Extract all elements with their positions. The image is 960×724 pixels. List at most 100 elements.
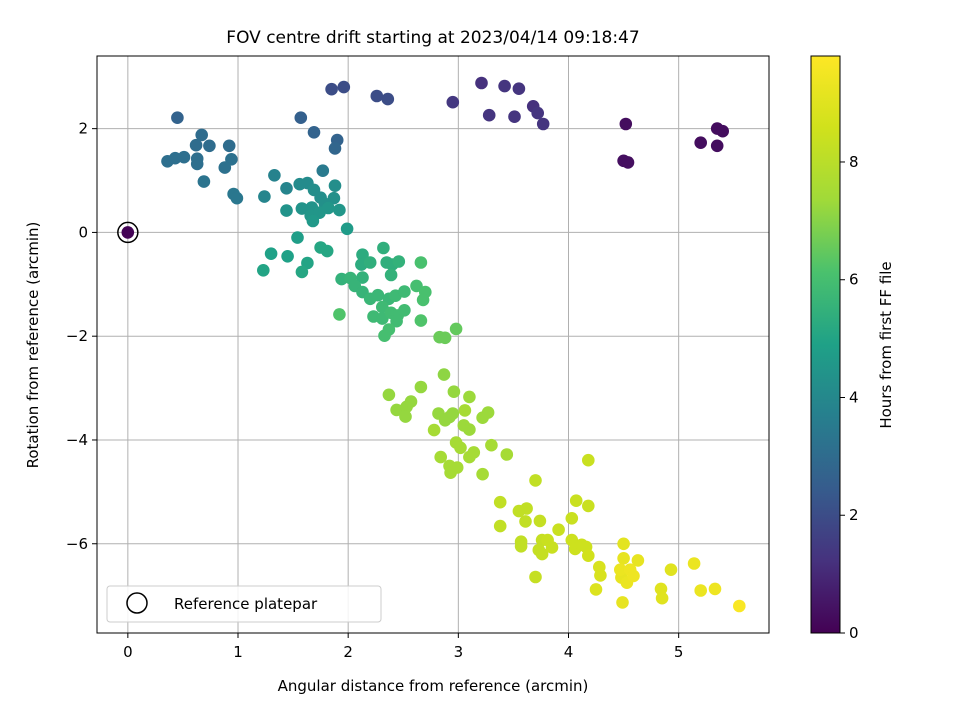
data-point [482, 108, 496, 122]
colorbar: 0 2 4 6 8 Hours from first FF file [810, 55, 895, 642]
data-point [449, 322, 463, 336]
x-tick-label: 2 [343, 643, 353, 661]
data-point [197, 175, 211, 188]
data-point [434, 450, 448, 464]
colorbar-tick-label: 0 [849, 624, 859, 642]
data-point [458, 404, 472, 417]
x-tick-label: 1 [233, 643, 243, 661]
data-point [467, 446, 481, 459]
y-tick-label: −2 [66, 327, 88, 345]
data-point [190, 157, 204, 171]
data-points [121, 76, 746, 613]
data-point [617, 552, 630, 565]
data-point [264, 247, 278, 260]
data-point [363, 256, 377, 269]
data-point [325, 82, 338, 96]
reference-marker [117, 221, 139, 244]
data-point [519, 515, 532, 528]
data-point [333, 203, 346, 217]
data-point [582, 453, 595, 467]
y-tick-label: −6 [66, 535, 88, 553]
data-point [337, 80, 351, 94]
data-point [476, 467, 489, 481]
data-point [322, 201, 335, 215]
data-point [616, 596, 629, 609]
data-point [582, 549, 595, 562]
data-point [710, 139, 724, 153]
data-point [340, 222, 354, 236]
data-point [230, 191, 244, 205]
data-point [533, 514, 547, 528]
data-point [416, 293, 430, 307]
data-point [529, 474, 542, 487]
data-point [257, 264, 270, 277]
data-point [708, 582, 722, 596]
data-point [627, 569, 640, 583]
x-axis-label: Angular distance from reference (arcmin) [278, 677, 589, 695]
plot-frame [96, 55, 770, 634]
data-point [328, 179, 342, 192]
data-point [356, 271, 369, 284]
data-point [356, 248, 369, 261]
data-point [306, 214, 320, 228]
y-axis-label: Rotation from reference (arcmin) [24, 222, 42, 469]
data-point [536, 117, 550, 131]
data-point [295, 202, 309, 215]
data-point [664, 563, 678, 576]
data-point [565, 512, 579, 525]
data-point [493, 495, 507, 509]
colorbar-label: Hours from first FF file [877, 261, 895, 428]
colorbar-gradient [810, 55, 841, 634]
data-point [381, 92, 395, 106]
data-point [621, 156, 635, 169]
data-point [582, 499, 595, 513]
data-point [281, 249, 294, 263]
x-axis-ticks: 0 1 2 3 4 5 [123, 633, 683, 661]
data-point [569, 494, 583, 508]
data-point [493, 519, 507, 533]
data-point [446, 95, 460, 109]
x-tick-label: 4 [564, 643, 574, 661]
data-point [218, 161, 232, 174]
data-point [382, 388, 396, 402]
data-point [203, 139, 216, 153]
data-point [268, 169, 281, 182]
y-axis-ticks: 2 0 −2 −4 −6 [66, 120, 97, 553]
data-point [687, 557, 701, 570]
data-point [450, 461, 464, 474]
data-point [654, 582, 668, 596]
data-point [655, 591, 669, 605]
data-point [500, 448, 514, 461]
chart-title: FOV centre drift starting at 2023/04/14 … [226, 28, 639, 48]
data-point [280, 182, 293, 195]
data-point [316, 164, 330, 177]
data-point [280, 204, 293, 217]
data-point [377, 241, 390, 255]
data-point [545, 541, 559, 554]
data-point [370, 89, 384, 103]
data-point [619, 117, 633, 131]
x-tick-label: 0 [123, 643, 133, 661]
data-point [307, 126, 321, 139]
data-point [414, 314, 428, 327]
data-point [384, 268, 398, 282]
data-point [512, 82, 526, 95]
data-point [328, 142, 342, 155]
colorbar-tick-label: 2 [849, 506, 859, 524]
colorbar-tick-label: 4 [849, 388, 859, 406]
legend-box [106, 585, 382, 623]
data-point [438, 331, 452, 345]
y-tick-label: −4 [66, 431, 88, 449]
data-point [121, 226, 135, 239]
colorbar-ticks: 0 2 4 6 8 [840, 153, 859, 642]
data-point [414, 256, 428, 269]
data-point [414, 380, 428, 394]
y-tick-label: 2 [78, 120, 88, 138]
data-point [378, 329, 391, 343]
data-point [463, 423, 476, 436]
data-point [694, 136, 707, 149]
data-point [463, 390, 476, 404]
data-point [399, 410, 412, 423]
data-point [508, 110, 521, 123]
data-point [398, 285, 411, 298]
